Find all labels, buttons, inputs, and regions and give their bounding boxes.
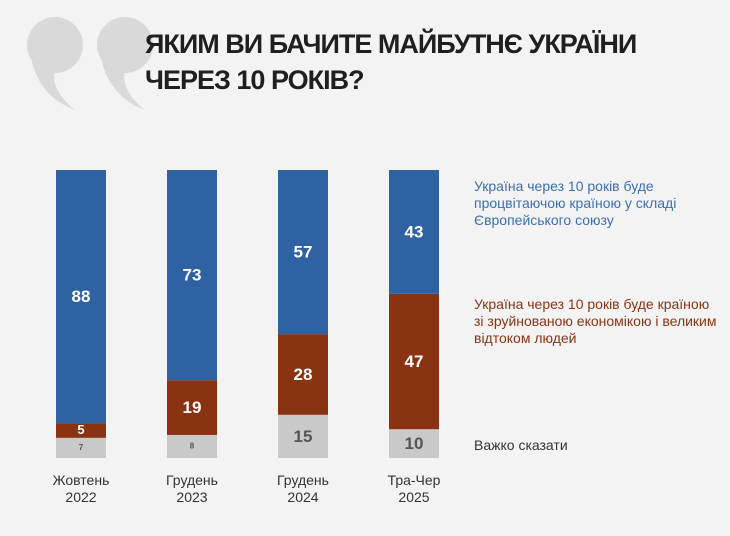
bar-segment <box>56 170 106 424</box>
chart-title: ЯКИМ ВИ БАЧИТЕ МАЙБУТНЄ УКРАЇНИ ЧЕРЕЗ 10… <box>145 29 637 95</box>
value-label: 73 <box>183 266 202 285</box>
x-tick-label: Грудень 2024 <box>277 472 329 505</box>
value-label: 43 <box>405 222 424 241</box>
bar-segment <box>278 414 328 458</box>
quote-icon <box>27 17 153 110</box>
value-label: 10 <box>405 434 424 453</box>
x-tick-label: Жовтень 2022 <box>52 472 110 505</box>
bar-segment <box>389 429 439 458</box>
legend-entry: Важко сказати <box>474 437 568 453</box>
bar-segment <box>167 434 217 458</box>
value-label: 47 <box>405 352 424 371</box>
value-label: 15 <box>294 427 313 446</box>
value-label: 19 <box>183 398 202 417</box>
value-label: 7 <box>79 443 84 452</box>
bar-segment <box>278 334 328 415</box>
value-label: 5 <box>77 422 84 437</box>
legend-entry: Україна через 10 років буде країною зі з… <box>474 296 717 346</box>
value-label: 8 <box>190 442 195 451</box>
bar-segment <box>56 423 106 438</box>
value-label: 57 <box>294 243 313 262</box>
bar-segment <box>56 437 106 458</box>
x-tick-label: Тра-Чер 2025 <box>387 472 441 505</box>
value-label: 28 <box>294 365 313 384</box>
x-tick-label: Грудень 2023 <box>166 472 218 505</box>
bar-segment <box>167 170 217 381</box>
bar-segment <box>389 293 439 430</box>
bar-segment <box>167 380 217 435</box>
bar-segment <box>389 170 439 294</box>
bar-segment <box>278 170 328 335</box>
legend-entry: Україна через 10 років буде процвітаючою… <box>474 178 677 228</box>
value-label: 88 <box>72 287 91 306</box>
